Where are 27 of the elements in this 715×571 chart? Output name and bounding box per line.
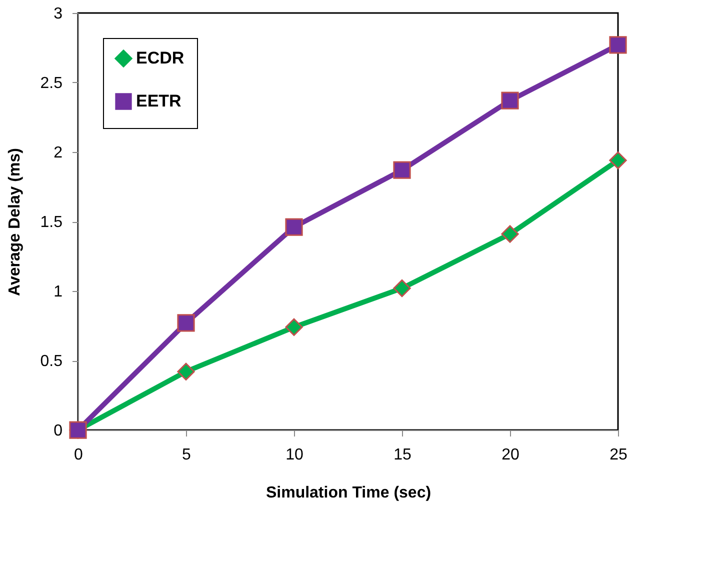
x-tick-label: 15 bbox=[394, 446, 412, 464]
point bbox=[393, 279, 411, 298]
y-tick-label: 0.5 bbox=[40, 353, 63, 370]
point bbox=[501, 92, 519, 110]
point bbox=[501, 225, 519, 243]
point bbox=[609, 152, 627, 170]
y-tick-label: 3 bbox=[54, 6, 63, 22]
x-tick-label: 5 bbox=[182, 446, 192, 464]
point bbox=[609, 36, 627, 54]
x-axis-title: Simulation Time (sec) bbox=[266, 484, 432, 502]
legend-label: EETR bbox=[136, 92, 182, 110]
y-tick-label: 2.5 bbox=[40, 75, 63, 92]
legend-label: ECDR bbox=[136, 48, 184, 68]
x-tick-label: 0 bbox=[74, 446, 84, 464]
x-tick-label: 10 bbox=[286, 446, 304, 464]
y-tick-label: 0 bbox=[54, 422, 63, 440]
point bbox=[177, 314, 195, 332]
point bbox=[177, 362, 195, 380]
point bbox=[285, 218, 303, 236]
point bbox=[285, 318, 303, 336]
y-axis-title: Average Delay (ms) bbox=[6, 148, 24, 296]
point bbox=[393, 161, 411, 179]
y-tick-label: 1.5 bbox=[40, 214, 63, 231]
x-tick-label: 25 bbox=[610, 446, 628, 464]
x-tick-label: 20 bbox=[502, 446, 520, 464]
y-tick-label: 2 bbox=[54, 144, 63, 162]
y-tick-label: 1 bbox=[54, 284, 63, 300]
